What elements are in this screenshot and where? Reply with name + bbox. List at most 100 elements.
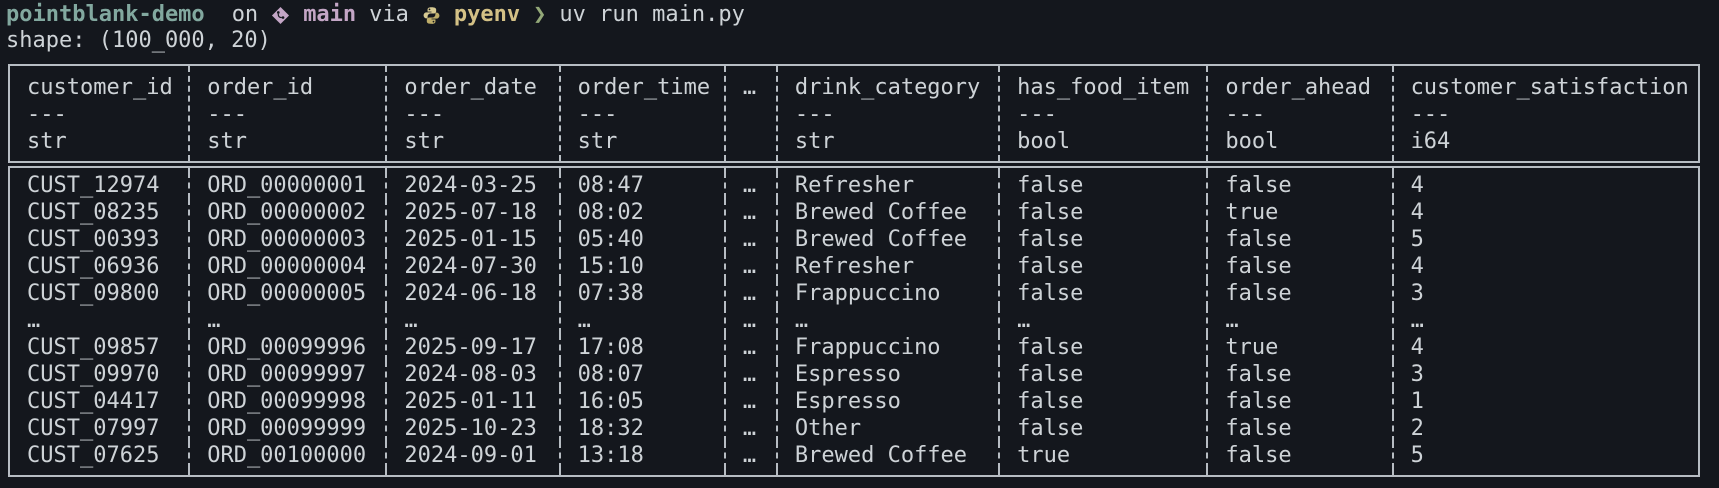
column-header: customer_id --- str [9, 65, 190, 168]
cell: … [27, 307, 41, 333]
cell: 2 [1391, 414, 1699, 442]
cell: CUST_09800 [27, 280, 160, 306]
cell: true [1206, 333, 1393, 361]
cell: 2025-01-15 [385, 225, 560, 253]
spacer-row [9, 468, 1699, 476]
prompt-symbol: ❯ [533, 2, 547, 27]
cell: false [1206, 225, 1393, 253]
cell: false [998, 198, 1208, 226]
cell: 2024-07-30 [385, 252, 560, 280]
cell: CUST_04417 [27, 388, 160, 414]
header-row: customer_id --- str order_id --- str order_dat… [9, 65, 1699, 168]
cell: … [723, 252, 777, 280]
dataframe-shape-line: shape: (100_000, 20) [6, 28, 271, 53]
cell: false [1206, 279, 1393, 307]
prompt-command: uv run main.py [559, 2, 745, 27]
cell: CUST_08235 [27, 199, 160, 225]
cell: CUST_12974 [27, 172, 160, 198]
cell: 2025-01-11 [385, 387, 560, 415]
cell: false [998, 252, 1208, 280]
cell: ORD_00000002 [188, 198, 387, 226]
cell: 2024-09-01 [385, 441, 560, 469]
cell: … [558, 306, 725, 334]
cell: Refresher [775, 171, 1000, 199]
table-row: CUST_08235 ORD_00000002 2025-07-18 08:02… Br… [9, 198, 1699, 226]
cell: 2025-07-18 [385, 198, 560, 226]
prompt-git-branch: main [303, 2, 357, 27]
cell: … [723, 414, 777, 442]
table-row: CUST_06936 ORD_00000004 2024-07-30 15:10… Re… [9, 252, 1699, 280]
table-row: CUST_04417 ORD_00099998 2025-01-11 16:05… Es… [9, 387, 1699, 415]
cell: 3 [1391, 360, 1699, 388]
git-branch-icon [271, 6, 290, 25]
table-row: CUST_07997 ORD_00099999 2025-10-23 18:32… Ot… [9, 414, 1699, 442]
table-row: CUST_12974 ORD_00000001 2024-03-25 08:47… Re… [9, 171, 1699, 199]
cell: ORD_00000001 [188, 171, 387, 199]
column-header: customer_satisfaction --- i64 [1391, 65, 1699, 168]
cell: … [998, 306, 1208, 334]
cell: … [1391, 306, 1699, 334]
cell: false [998, 414, 1208, 442]
column-header: has_food_item --- bool [998, 65, 1208, 168]
cell: 4 [1391, 252, 1699, 280]
polars-dataframe-table: customer_id --- str order_id --- str order_dat… [8, 64, 1700, 477]
cell: Brewed Coffee [775, 225, 1000, 253]
cell: 08:02 [558, 198, 725, 226]
prompt-on-label: on [231, 2, 259, 27]
table-row: ……………………… [9, 306, 1699, 334]
cell: CUST_00393 [27, 226, 160, 252]
cell: 3 [1391, 279, 1699, 307]
prompt-python-env: pyenv [453, 2, 521, 27]
cell: false [1206, 252, 1393, 280]
column-header: drink_category --- str [775, 65, 1000, 168]
table-row: CUST_09857 ORD_00099996 2025-09-17 17:08… Fr… [9, 333, 1699, 361]
cell: ORD_00099996 [188, 333, 387, 361]
dataframe-body: CUST_12974 ORD_00000001 2024-03-25 08:47… Re… [9, 164, 1699, 476]
spacer-row [9, 164, 1699, 172]
cell: … [188, 306, 387, 334]
cell: 07:38 [558, 279, 725, 307]
python-icon [422, 6, 441, 25]
cell: 08:07 [558, 360, 725, 388]
cell: false [998, 279, 1208, 307]
cell: 5 [1391, 225, 1699, 253]
cell: ORD_00000004 [188, 252, 387, 280]
cell: CUST_09857 [27, 334, 160, 360]
table-row: CUST_00393 ORD_00000003 2025-01-15 05:40… Br… [9, 225, 1699, 253]
cell: 4 [1391, 198, 1699, 226]
cell: 18:32 [558, 414, 725, 442]
cell: 2024-08-03 [385, 360, 560, 388]
cell: false [1206, 360, 1393, 388]
cell: 05:40 [558, 225, 725, 253]
cell: 5 [1391, 441, 1699, 469]
cell: true [998, 441, 1208, 469]
cell: Brewed Coffee [775, 198, 1000, 226]
cell: … [723, 360, 777, 388]
cell: false [998, 360, 1208, 388]
prompt-via-label: via [369, 2, 409, 27]
column-header: order_id --- str [188, 65, 387, 168]
cell: … [723, 171, 777, 199]
cell: … [723, 225, 777, 253]
cell: Espresso [775, 360, 1000, 388]
cell: … [385, 306, 560, 334]
table-row: CUST_09800 ORD_00000005 2024-06-18 07:38… Fr… [9, 279, 1699, 307]
cell: false [998, 387, 1208, 415]
cell: 13:18 [558, 441, 725, 469]
cell: 2025-10-23 [385, 414, 560, 442]
cell: 16:05 [558, 387, 725, 415]
cell: false [1206, 414, 1393, 442]
cell: false [998, 171, 1208, 199]
cell: … [723, 387, 777, 415]
cell: 17:08 [558, 333, 725, 361]
table-row: CUST_09970 ORD_00099997 2024-08-03 08:07… Es… [9, 360, 1699, 388]
cell: CUST_06936 [27, 253, 160, 279]
column-header: order_ahead --- bool [1206, 65, 1393, 168]
cell: … [723, 279, 777, 307]
cell: Frappuccino [775, 279, 1000, 307]
cell: 2025-09-17 [385, 333, 560, 361]
cell: 4 [1391, 171, 1699, 199]
cell: true [1206, 198, 1393, 226]
cell: 1 [1391, 387, 1699, 415]
